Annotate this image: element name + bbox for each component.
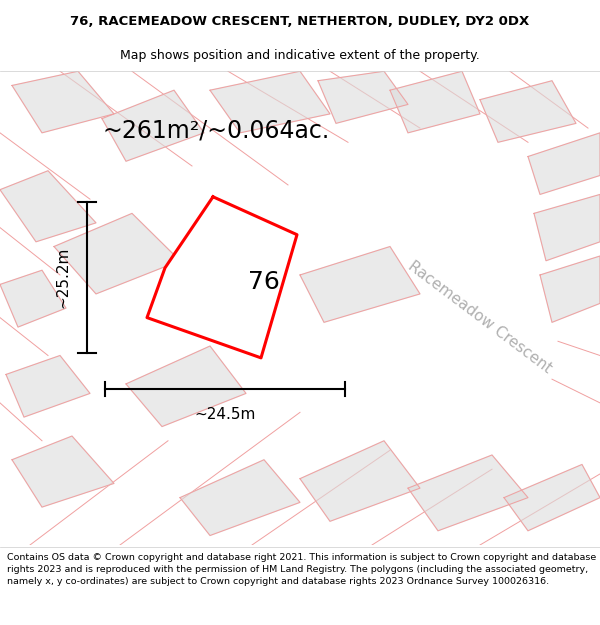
Text: Map shows position and indicative extent of the property.: Map shows position and indicative extent… xyxy=(120,49,480,62)
Polygon shape xyxy=(147,197,297,358)
Polygon shape xyxy=(102,90,204,161)
Text: ~25.2m: ~25.2m xyxy=(55,247,70,308)
Polygon shape xyxy=(0,270,66,327)
Polygon shape xyxy=(318,71,408,123)
Text: 76: 76 xyxy=(248,270,280,294)
Text: ~261m²/~0.064ac.: ~261m²/~0.064ac. xyxy=(103,119,329,142)
Polygon shape xyxy=(480,81,576,142)
Polygon shape xyxy=(300,441,420,521)
Polygon shape xyxy=(390,71,480,133)
Polygon shape xyxy=(210,71,330,133)
Polygon shape xyxy=(528,133,600,194)
Polygon shape xyxy=(12,436,114,507)
Polygon shape xyxy=(180,460,300,536)
Text: 76, RACEMEADOW CRESCENT, NETHERTON, DUDLEY, DY2 0DX: 76, RACEMEADOW CRESCENT, NETHERTON, DUDL… xyxy=(70,15,530,28)
Text: Racemeadow Crescent: Racemeadow Crescent xyxy=(406,259,554,376)
Polygon shape xyxy=(534,194,600,261)
Polygon shape xyxy=(504,464,600,531)
Polygon shape xyxy=(12,71,114,133)
Text: Contains OS data © Crown copyright and database right 2021. This information is : Contains OS data © Crown copyright and d… xyxy=(7,553,596,586)
Polygon shape xyxy=(540,256,600,322)
Polygon shape xyxy=(6,356,90,417)
Polygon shape xyxy=(300,246,420,322)
Polygon shape xyxy=(408,455,528,531)
Polygon shape xyxy=(126,346,246,426)
Text: ~24.5m: ~24.5m xyxy=(194,408,256,422)
Polygon shape xyxy=(0,171,96,242)
Polygon shape xyxy=(54,213,180,294)
